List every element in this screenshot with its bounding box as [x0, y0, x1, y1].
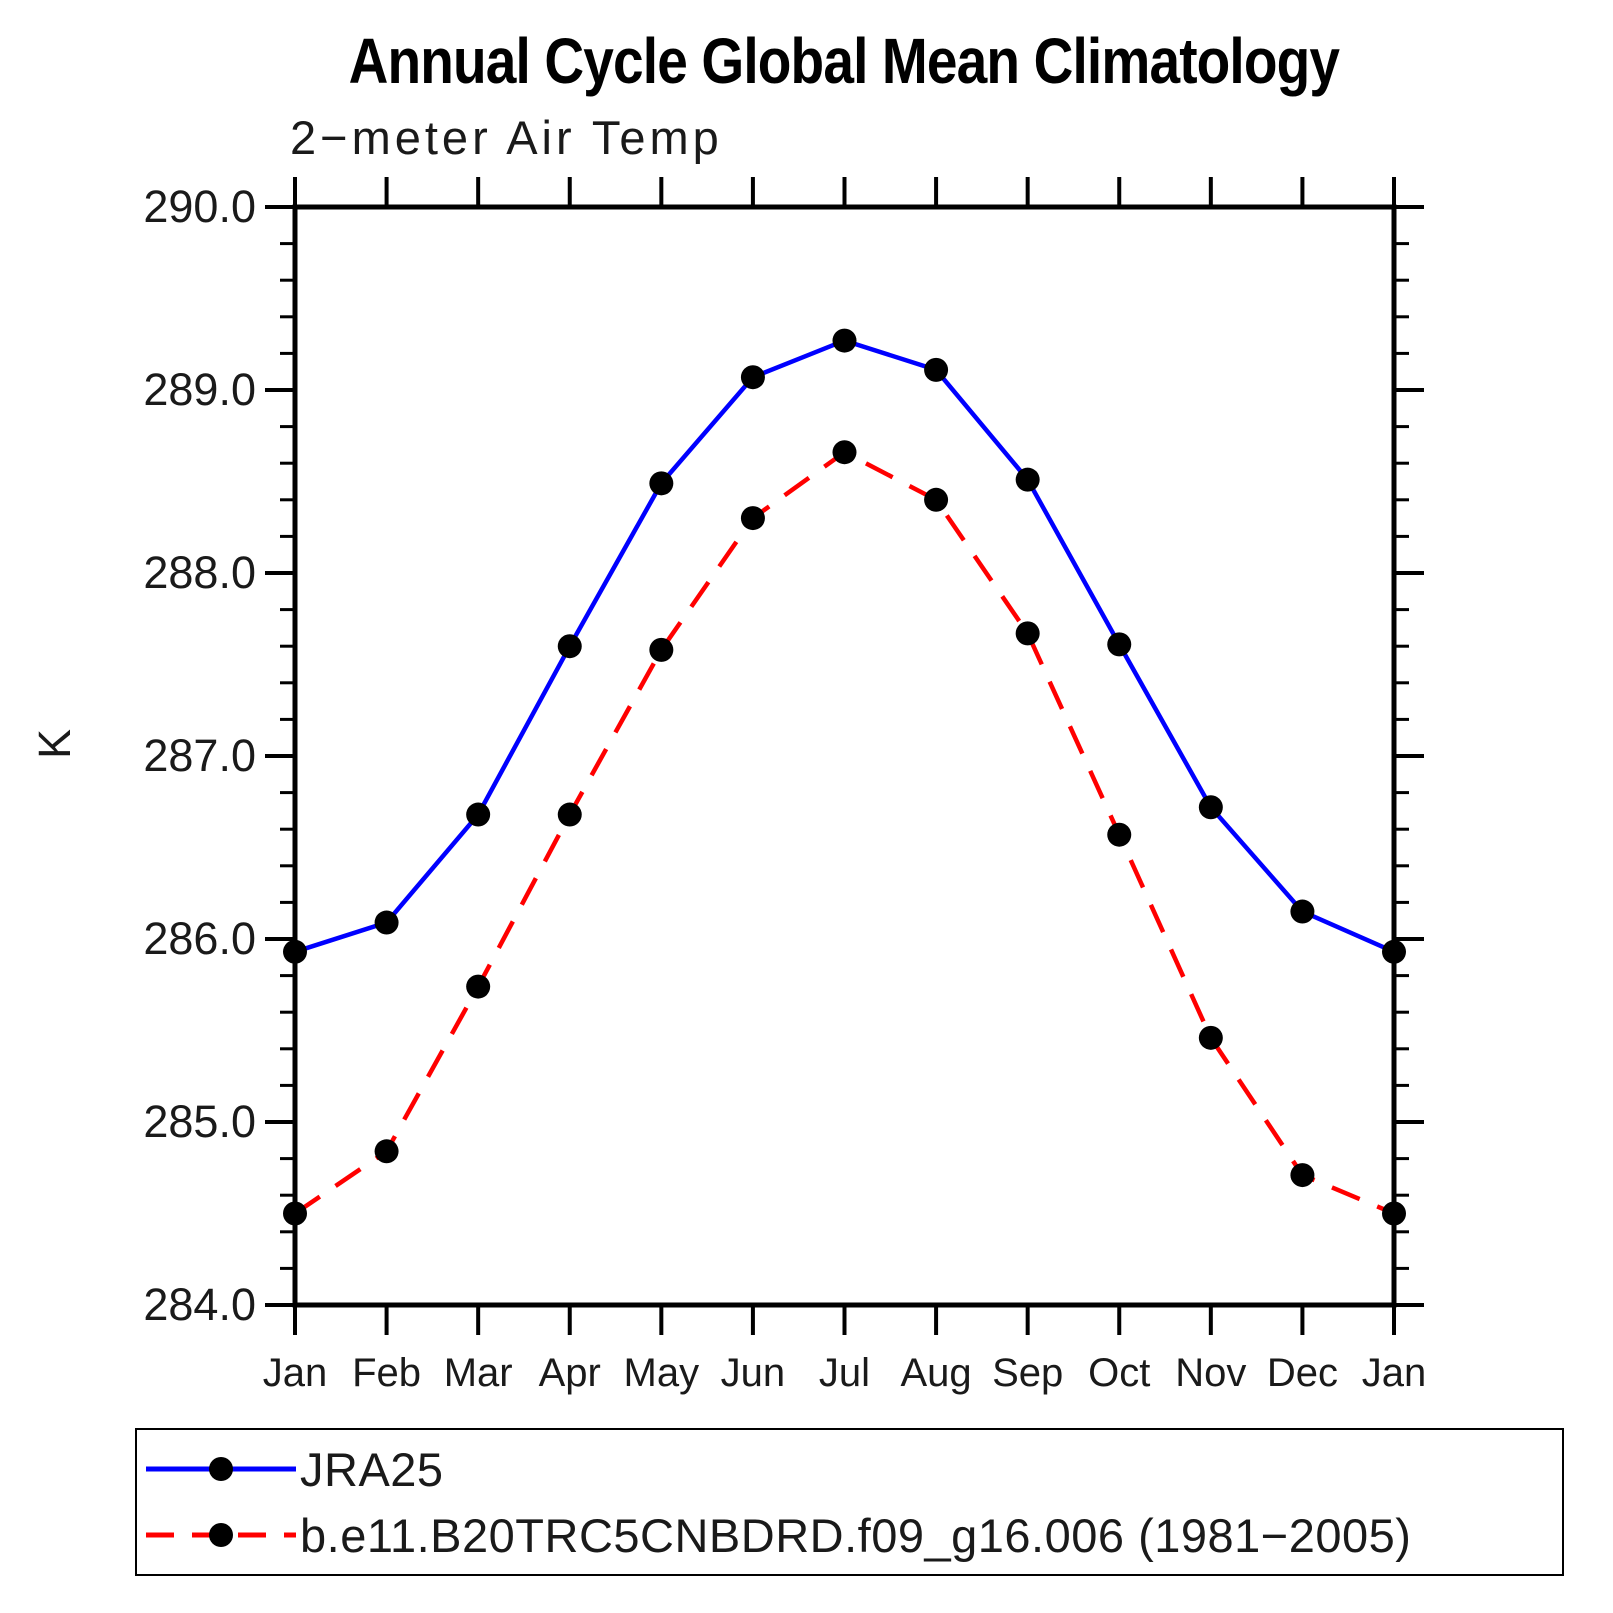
x-tick-label: Dec [1267, 1351, 1338, 1395]
data-point-marker-0 [1290, 899, 1315, 924]
data-point-marker-1 [557, 802, 582, 827]
x-tick-label: Jun [721, 1351, 786, 1395]
y-tick-label: 290.0 [143, 181, 256, 232]
chart-subtitle: 2−meter Air Temp [290, 111, 723, 164]
legend-row-model: b.e11.B20TRC5CNBDRD.f09_g16.006 (1981−20… [142, 1509, 1562, 1561]
chart-title: Annual Cycle Global Mean Climatology [75, 24, 1613, 98]
data-point-marker-0 [557, 634, 582, 659]
x-tick-label: Jul [819, 1351, 870, 1395]
data-point-marker-1 [1107, 822, 1132, 847]
legend-label-model: b.e11.B20TRC5CNBDRD.f09_g16.006 (1981−20… [300, 1508, 1412, 1562]
legend-row-jra25: JRA25 [142, 1443, 1562, 1495]
x-tick-label: Mar [444, 1351, 513, 1395]
x-tick-label: Jan [263, 1351, 328, 1395]
x-tick-label: Aug [900, 1351, 971, 1395]
legend-sample-solid-line [146, 1457, 296, 1481]
legend-sample-dashed-line [146, 1523, 296, 1547]
data-point-marker-0 [832, 328, 857, 353]
y-tick-label: 284.0 [143, 1279, 256, 1330]
legend-marker-jra25 [209, 1457, 233, 1481]
data-point-marker-0 [1107, 632, 1132, 657]
data-point-marker-1 [283, 1201, 307, 1226]
x-tick-label: Sep [992, 1351, 1063, 1395]
data-point-marker-0 [283, 939, 307, 964]
y-tick-label: 287.0 [143, 730, 256, 781]
x-tick-label: Jan [1362, 1351, 1427, 1395]
data-point-marker-0 [649, 471, 674, 496]
data-point-marker-0 [740, 365, 765, 390]
x-tick-label: Apr [539, 1351, 601, 1395]
data-point-marker-0 [1015, 467, 1040, 492]
data-point-marker-1 [1382, 1201, 1406, 1226]
data-point-marker-0 [924, 357, 949, 382]
x-tick-label: May [624, 1351, 700, 1395]
y-tick-label: 286.0 [143, 913, 256, 964]
chart-title-text: Annual Cycle Global Mean Climatology [348, 25, 1340, 97]
data-point-marker-1 [466, 974, 491, 999]
data-point-marker-1 [1015, 621, 1040, 646]
data-point-marker-1 [374, 1139, 399, 1164]
legend-label-jra25: JRA25 [300, 1442, 444, 1496]
data-point-marker-1 [1198, 1025, 1223, 1050]
data-point-marker-0 [466, 802, 491, 827]
data-point-marker-0 [374, 910, 399, 935]
data-point-marker-0 [1382, 939, 1406, 964]
plot-frame [292, 204, 1397, 1308]
x-tick-label: Oct [1088, 1351, 1150, 1395]
y-tick-label: 289.0 [143, 364, 256, 415]
y-tick-label: 285.0 [143, 1096, 256, 1147]
legend-box: JRA25 b.e11.B20TRC5CNBDRD.f09_g16.006 (1… [135, 1428, 1564, 1576]
y-tick-label: 288.0 [143, 547, 256, 598]
x-tick-label: Nov [1175, 1351, 1246, 1395]
y-axis-title: K [29, 728, 81, 760]
series-line-0 [294, 338, 1395, 954]
data-point-marker-0 [1198, 795, 1223, 820]
data-point-marker-1 [649, 637, 674, 662]
data-point-marker-1 [924, 487, 949, 512]
data-point-marker-1 [1290, 1163, 1315, 1188]
data-point-marker-1 [740, 506, 765, 531]
legend-marker-model [209, 1523, 233, 1547]
data-point-marker-1 [832, 440, 857, 465]
x-tick-label: Feb [352, 1351, 421, 1395]
